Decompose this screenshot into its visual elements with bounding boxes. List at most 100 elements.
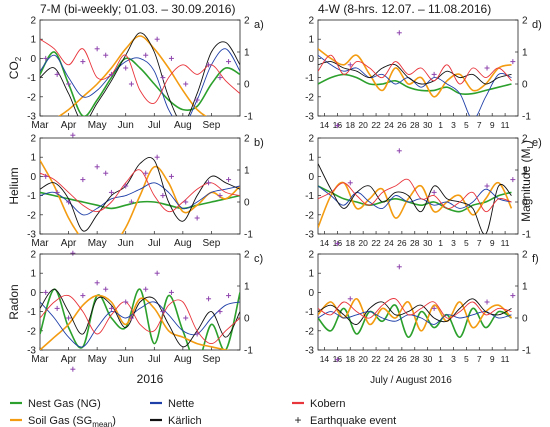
series-line-kobern bbox=[318, 298, 512, 319]
earthquake-marker bbox=[510, 177, 516, 183]
earthquake-marker bbox=[154, 154, 160, 160]
series-line-nest-gas-ng bbox=[318, 304, 512, 339]
y-tick-label: 2 bbox=[308, 134, 314, 145]
x-tick-label: Mar bbox=[31, 238, 49, 249]
earthquake-marker bbox=[484, 65, 490, 71]
series-line-k-rlich bbox=[318, 61, 512, 85]
y2-tick-label: 0 bbox=[244, 198, 250, 209]
series-group bbox=[318, 298, 513, 339]
y-tick-label: 1 bbox=[308, 269, 314, 280]
earthquake-marker bbox=[103, 170, 109, 176]
earthquake-marker bbox=[108, 71, 114, 77]
x-tick-label: Aug bbox=[174, 238, 192, 249]
y-tick-label: -3 bbox=[305, 230, 314, 241]
x-tick-label: 22 bbox=[371, 120, 381, 130]
plot-frame bbox=[317, 19, 519, 117]
x-tick-label: 30 bbox=[423, 238, 433, 248]
legend-label-text: Kärlich bbox=[168, 415, 202, 427]
legend-label-close: ) bbox=[112, 415, 116, 427]
y2-tick-label: 2 bbox=[522, 134, 528, 145]
x-tick-label: 24 bbox=[384, 120, 394, 130]
x-tick-label: Jun bbox=[118, 354, 134, 365]
earthquake-marker bbox=[160, 309, 166, 315]
right-title: 4-W (8-hrs. 12.07. – 11.08.2016) bbox=[318, 2, 491, 16]
earthquake-marker bbox=[347, 180, 353, 186]
right-x-axis-label: July / August 2016 bbox=[370, 375, 452, 386]
x-tick-label: 7 bbox=[477, 120, 482, 130]
y2-tick-label: 1 bbox=[522, 166, 528, 177]
x-tick-label: 1 bbox=[438, 120, 443, 130]
y2-tick-label: -1 bbox=[522, 346, 531, 357]
left-title: 7-M (bi-weekly; 01.03. – 30.09.2016) bbox=[40, 2, 235, 16]
x-tick-label: 28 bbox=[410, 354, 420, 364]
x-tick-label: Aug bbox=[174, 120, 192, 131]
earthquake-marker bbox=[80, 177, 86, 183]
earthquake-marker bbox=[108, 189, 114, 195]
y-tick-label: 1 bbox=[30, 35, 36, 46]
magnitude-label-sub: L bbox=[526, 144, 535, 149]
y2-tick-label: 1 bbox=[244, 48, 250, 59]
legend-label-text: Kobern bbox=[310, 398, 345, 410]
x-tick-label: 30 bbox=[423, 120, 433, 130]
earthquake-marker bbox=[66, 315, 72, 321]
earthquake-marker bbox=[396, 264, 402, 270]
earthquake-marker bbox=[160, 75, 166, 81]
earthquake-marker bbox=[226, 293, 232, 299]
y-tick-label: 1 bbox=[30, 269, 36, 280]
plot-frame bbox=[39, 19, 241, 117]
legend-label-text: Nest Gas (NG) bbox=[28, 398, 101, 410]
series-line-nette bbox=[40, 182, 240, 216]
x-tick-label: 5 bbox=[464, 238, 469, 248]
series-group bbox=[40, 157, 240, 234]
series-line-nest-gas-ng bbox=[40, 191, 240, 210]
legend-item: + Earthquake event bbox=[294, 413, 396, 427]
x-tick-label: 18 bbox=[346, 238, 356, 248]
y-tick-label: 2 bbox=[30, 250, 36, 261]
earthquake-marker bbox=[194, 215, 200, 221]
earthquake-marker bbox=[43, 55, 49, 61]
earthquake-marker bbox=[217, 75, 223, 81]
earthquake-marker bbox=[334, 357, 340, 363]
x-tick-label: 26 bbox=[397, 354, 407, 364]
series-line-nette bbox=[318, 185, 512, 209]
earthquake-marker bbox=[183, 315, 189, 321]
panel-label: d) bbox=[532, 19, 542, 31]
x-tick-label: Jul bbox=[148, 238, 161, 249]
series-line-nette bbox=[318, 311, 512, 325]
x-tick-label: Jun bbox=[118, 120, 134, 131]
earthquake-marker bbox=[154, 36, 160, 42]
earthquake-marker bbox=[128, 315, 134, 321]
earthquake-marker bbox=[143, 170, 149, 176]
legend-marker-plus: + bbox=[294, 413, 301, 427]
x-tick-label: May bbox=[88, 120, 107, 131]
legend-label-text: Soil Gas (SG bbox=[28, 415, 92, 427]
earthquake-marker bbox=[80, 59, 86, 65]
earthquake-marker bbox=[226, 59, 232, 65]
earthquake-marker bbox=[94, 280, 100, 286]
x-tick-label: 30 bbox=[423, 354, 433, 364]
series-line-k-rlich bbox=[318, 298, 512, 325]
series-line-k-rlich bbox=[40, 288, 240, 348]
legend-item: Nest Gas (NG) bbox=[10, 398, 101, 410]
y2-tick-label: 0 bbox=[522, 198, 528, 209]
earthquake-marker bbox=[206, 62, 212, 68]
magnitude-label-text: Magnitude (M bbox=[519, 149, 533, 222]
earthquake-marker bbox=[168, 173, 174, 179]
x-tick-label: 18 bbox=[346, 120, 356, 130]
x-tick-label: 5 bbox=[464, 354, 469, 364]
x-tick-label: 7 bbox=[477, 238, 482, 248]
series-line-nest-gas-ng bbox=[318, 185, 512, 213]
x-tick-label: Mar bbox=[31, 354, 49, 365]
earthquake-marker bbox=[183, 199, 189, 205]
x-tick-label: Apr bbox=[61, 120, 77, 131]
series-line-soil-gas-sgmean bbox=[318, 298, 513, 332]
y-tick-label: 2 bbox=[308, 250, 314, 261]
x-tick-label: 28 bbox=[410, 120, 420, 130]
legend-item: Kärlich bbox=[150, 415, 202, 427]
series-line-kobern bbox=[40, 38, 240, 105]
earthquake-marker bbox=[43, 173, 49, 179]
y-tick-label: -2 bbox=[27, 92, 36, 103]
legend-label-text: Nette bbox=[168, 398, 194, 410]
y-tick-label: 0 bbox=[30, 172, 36, 183]
